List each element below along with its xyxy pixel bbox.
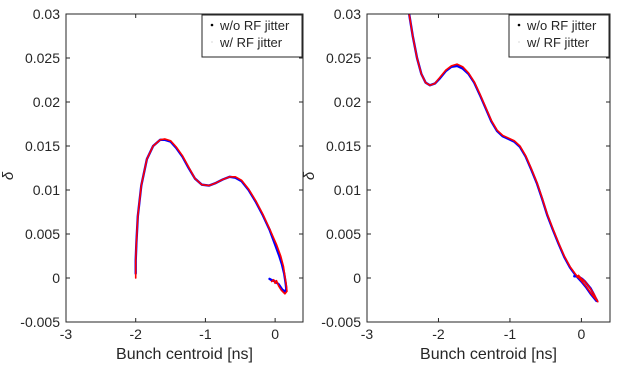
y-tick-label: 0.005 bbox=[326, 226, 361, 242]
y-tick-label: 0.02 bbox=[33, 94, 60, 110]
legend-box bbox=[201, 14, 303, 58]
x-axis-label: Bunch centroid [ns] bbox=[420, 346, 557, 363]
legend-entry-label: w/ RF jitter bbox=[526, 35, 590, 50]
series-line-with-jitter bbox=[408, 14, 599, 303]
y-tick-label: 0.025 bbox=[25, 50, 60, 66]
series-line-with-jitter bbox=[134, 138, 288, 295]
legend-marker bbox=[518, 41, 520, 43]
chart-panel-2: -3 -2 -1 0 0.03 0.025 0.02 0.015 0.01 0.005 0 -0.00… bbox=[301, 6, 611, 363]
y-tick-label: 0.015 bbox=[326, 138, 361, 154]
legend-entry-label: w/ RF jitter bbox=[219, 35, 283, 50]
legend-entry-label: w/o RF jitter bbox=[526, 18, 597, 33]
y-axis-label: δ bbox=[301, 171, 318, 180]
y-tick-label: 0.015 bbox=[25, 138, 60, 154]
y-tick-label: 0.025 bbox=[326, 50, 361, 66]
x-tick-label: -3 bbox=[361, 326, 374, 342]
x-tick-label: -1 bbox=[199, 326, 212, 342]
y-tick-label: 0.02 bbox=[334, 94, 361, 110]
y-axis-label: δ bbox=[0, 171, 17, 180]
legend-marker bbox=[211, 41, 213, 43]
y-tick-label: 0 bbox=[52, 270, 60, 286]
y-tick-label: 0 bbox=[353, 270, 361, 286]
y-tick-label: 0.01 bbox=[334, 182, 361, 198]
y-tick-label: 0.01 bbox=[33, 182, 60, 198]
x-tick-label: -2 bbox=[129, 326, 142, 342]
y-tick-label: 0.03 bbox=[33, 6, 60, 22]
series-group bbox=[407, 14, 599, 303]
legend: w/o RF jitter w/ RF jitter bbox=[201, 14, 303, 58]
x-tick-label: -3 bbox=[60, 326, 73, 342]
series-group bbox=[134, 138, 288, 295]
x-tick-label: -1 bbox=[504, 326, 517, 342]
legend-marker bbox=[210, 23, 214, 27]
y-tick-label: -0.005 bbox=[321, 314, 361, 330]
axes-frame bbox=[65, 13, 304, 323]
x-axis-label: Bunch centroid [ns] bbox=[116, 346, 253, 363]
x-tick-label: 0 bbox=[578, 326, 586, 342]
x-tick-label: -2 bbox=[432, 326, 445, 342]
y-tick-label: 0.005 bbox=[25, 226, 60, 242]
legend-marker bbox=[517, 23, 521, 27]
y-tick-label: 0.03 bbox=[334, 6, 361, 22]
y-tick-label: -0.005 bbox=[20, 314, 60, 330]
legend-entry-label: w/o RF jitter bbox=[219, 18, 290, 33]
legend-box bbox=[508, 14, 610, 58]
axes-frame bbox=[366, 13, 611, 323]
chart-panel-1: -3 -2 -1 0 0.03 0.025 0.02 0.015 0.01 0.005 0 -0.00… bbox=[0, 6, 304, 363]
x-tick-label: 0 bbox=[271, 326, 279, 342]
legend: w/o RF jitter w/ RF jitter bbox=[508, 14, 610, 58]
